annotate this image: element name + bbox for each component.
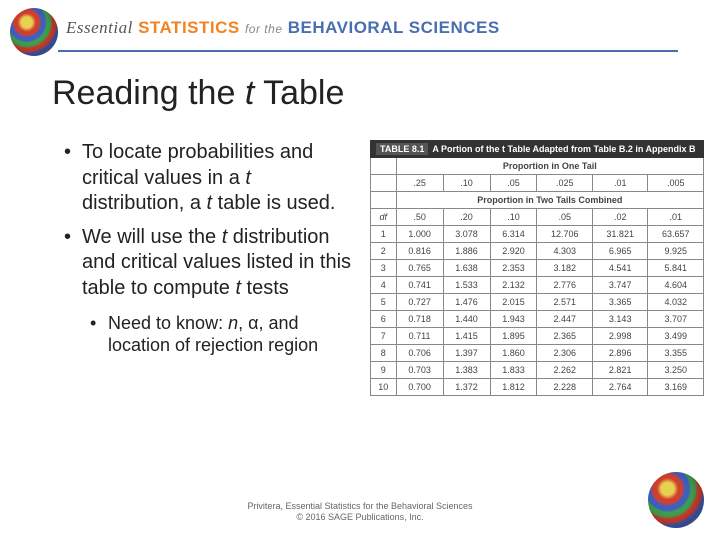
table-row: 40.7411.5332.1322.7763.7474.604 bbox=[371, 277, 704, 294]
table-row: 90.7031.3831.8332.2622.8213.250 bbox=[371, 362, 704, 379]
table-row: 80.7061.3971.8602.3062.8963.355 bbox=[371, 345, 704, 362]
table-body: 11.0003.0786.31412.70631.82163.65720.816… bbox=[371, 226, 704, 396]
prop-one-tail: Proportion in One Tail bbox=[396, 158, 703, 175]
bullet-item: • To locate probabilities and critical v… bbox=[64, 140, 354, 217]
footer-line-2: © 2016 SAGE Publications, Inc. bbox=[0, 512, 720, 524]
table-row: 11.0003.0786.31412.70631.82163.657 bbox=[371, 226, 704, 243]
title-pre: Reading the bbox=[52, 74, 245, 112]
table-banner: TABLE 8.1 A Portion of the t Table Adapte… bbox=[370, 140, 704, 158]
bullet-marker: • bbox=[64, 225, 82, 302]
t-table: TABLE 8.1 A Portion of the t Table Adapte… bbox=[370, 140, 704, 396]
sub-bullet-text: Need to know: n, α, and location of reje… bbox=[108, 312, 354, 357]
sub-bullet-item: • Need to know: n, α, and location of re… bbox=[90, 312, 354, 357]
prop-two-tail: Proportion in Two Tails Combined bbox=[396, 192, 703, 209]
rubberband-ball-right bbox=[648, 472, 704, 528]
table-banner-text: A Portion of the t Table Adapted from Ta… bbox=[432, 144, 695, 154]
header-rule bbox=[58, 50, 678, 52]
table-row: 50.7271.4762.0152.5713.3654.032 bbox=[371, 294, 704, 311]
title-post: Table bbox=[254, 74, 344, 112]
slide-footer: Privitera, Essential Statistics for the … bbox=[0, 501, 720, 524]
footer-line-1: Privitera, Essential Statistics for the … bbox=[0, 501, 720, 513]
table-row: 100.7001.3721.8122.2282.7643.169 bbox=[371, 379, 704, 396]
slide-title: Reading the t Table bbox=[52, 74, 344, 113]
bullet-text: To locate probabilities and critical val… bbox=[82, 140, 354, 217]
brand-text: Essential STATISTICS for the BEHAVIORAL … bbox=[66, 18, 500, 38]
brand-bs: BEHAVIORAL SCIENCES bbox=[288, 18, 500, 37]
bullet-marker: • bbox=[64, 140, 82, 217]
two-tail-row: df.50.20.10.05.02.01 bbox=[371, 209, 704, 226]
title-ital: t bbox=[245, 74, 254, 112]
bullet-text: We will use the t distribution and criti… bbox=[82, 225, 354, 302]
rubberband-ball-left bbox=[10, 8, 58, 56]
brand-header: Essential STATISTICS for the BEHAVIORAL … bbox=[0, 8, 720, 56]
one-tail-row: .25.10.05.025.01.005 bbox=[371, 175, 704, 192]
bullet-list: • To locate probabilities and critical v… bbox=[64, 140, 354, 357]
bullet-item: • We will use the t distribution and cri… bbox=[64, 225, 354, 302]
table-banner-label: TABLE 8.1 bbox=[376, 143, 428, 155]
brand-for: for the bbox=[245, 22, 283, 36]
table-row: 70.7111.4151.8952.3652.9983.499 bbox=[371, 328, 704, 345]
table-row: 60.7181.4401.9432.4473.1433.707 bbox=[371, 311, 704, 328]
bullet-marker: • bbox=[90, 312, 108, 357]
t-table-grid: Proportion in One Tail .25.10.05.025.01.… bbox=[370, 158, 704, 396]
brand-essential: Essential bbox=[66, 18, 133, 37]
table-row: 30.7651.6382.3533.1824.5415.841 bbox=[371, 260, 704, 277]
brand-statistics: STATISTICS bbox=[138, 18, 240, 37]
table-row: 20.8161.8862.9204.3036.9659.925 bbox=[371, 243, 704, 260]
